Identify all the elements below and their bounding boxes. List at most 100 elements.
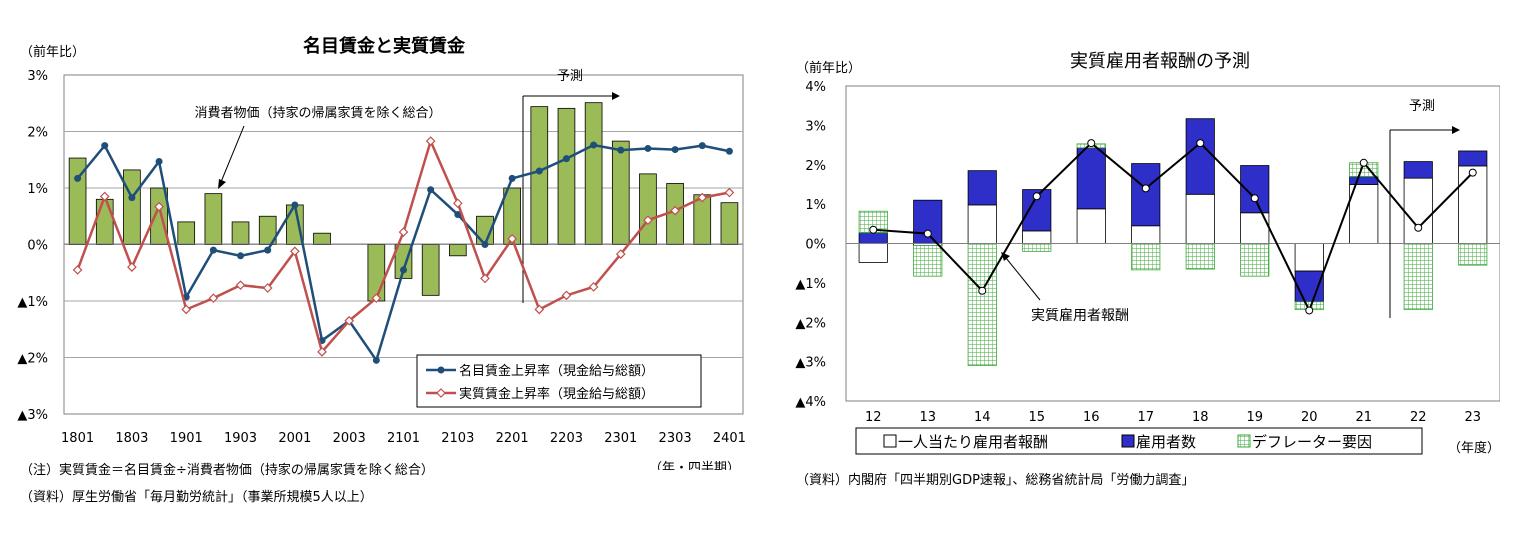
real-wage-point: [398, 227, 409, 237]
real-compensation-point: [869, 225, 878, 234]
nominal-wage-point: [671, 146, 679, 154]
y-unit-label: （前年比）: [20, 44, 85, 60]
nominal-wage-point: [74, 174, 82, 182]
per-capita-bar: [1131, 225, 1161, 244]
left-note: （注）実質賃金＝名目賃金÷消費者物価（持家の帰属家賃を除く総合）: [20, 463, 434, 478]
nominal-wage-point: [481, 241, 489, 248]
x-tick-label: 1803: [115, 431, 148, 446]
legend: 一人当たり雇用者報酬 雇用者数 デフレーター要因: [855, 427, 1423, 455]
y-axis-ticks: 4% 3% 2% 1% 0% ▲1% ▲2% ▲3% ▲4%: [795, 80, 826, 410]
real-compensation-point: [1141, 184, 1150, 193]
real-wage-point: [670, 205, 680, 216]
right-source: （資料）内閣府「四半期別GDP速報」、総務省統計局「労働力調査」: [796, 473, 1195, 488]
forecast-label: 予測: [557, 69, 583, 84]
x-tick-label: 19: [1246, 410, 1263, 425]
left-source: （資料）厚生労働省「毎月勤労統計」（事業所規模5人以上）: [20, 490, 373, 505]
x-tick-label: 16: [1083, 410, 1100, 425]
cpi-bar: [611, 140, 630, 245]
y-tick-label: ▲2%: [17, 352, 48, 367]
cpi-annotation-arrowhead: [218, 179, 226, 189]
x-tick-label: 2001: [278, 431, 311, 446]
real-wage-point: [507, 234, 517, 244]
legend-item-per-capita: 一人当たり雇用者報酬: [883, 433, 1048, 451]
cpi-bars: [68, 102, 739, 302]
x-tick-label: 20: [1301, 410, 1318, 425]
real-compensation-point: [923, 229, 932, 238]
y-tick-label: 3%: [805, 119, 826, 134]
x-tick-label: 2203: [550, 431, 583, 446]
x-tick-label: 15: [1028, 410, 1045, 425]
nominal-wage-point: [698, 142, 706, 150]
x-tick-label: 18: [1192, 410, 1209, 425]
nominal-wage-point: [508, 174, 516, 182]
real-compensation-polyline: [873, 141, 1474, 313]
real-wage-point: [561, 290, 572, 301]
x-tick-label: 14: [974, 410, 991, 425]
nominal-wage-point: [237, 252, 245, 260]
employees-bar: [1403, 161, 1433, 179]
deflator-bar: [1240, 243, 1270, 277]
per-capita-bar: [1349, 184, 1379, 244]
deflator-bar: [1131, 243, 1161, 271]
real-wage-point: [235, 280, 246, 291]
cpi-bar: [421, 244, 440, 296]
nominal-wage-point: [562, 155, 570, 163]
y-tick-label: 0%: [27, 239, 48, 254]
nominal-wage-point: [617, 146, 625, 154]
line-annotation-arrow: [1005, 257, 1041, 301]
x-tick-label: 1801: [61, 431, 94, 446]
cpi-annotation-arrow: [220, 125, 245, 183]
nominal-wage-point: [590, 141, 598, 149]
nominal-wage-point: [264, 246, 272, 254]
y-tick-label: ▲2%: [795, 316, 826, 331]
real-wage-point: [72, 265, 83, 275]
x-tick-label: 21: [1355, 410, 1372, 425]
y-unit-label: （前年比）: [796, 60, 861, 76]
per-capita-bar: [1022, 230, 1052, 244]
cpi-annotation: 消費者物価（持家の帰属家賃を除く総合）: [194, 105, 441, 121]
employees-bar: [1349, 176, 1379, 185]
x-tick-label: 2103: [441, 431, 474, 446]
real-wage-point: [344, 315, 355, 326]
real-wage-point: [425, 136, 436, 146]
employees-bar: [967, 170, 997, 206]
real-wage-point: [724, 187, 735, 198]
employees-bar: [1022, 189, 1052, 232]
cpi-bar: [177, 221, 196, 245]
deflator-bar: [1403, 243, 1433, 311]
real-wage-point: [208, 293, 219, 304]
forecast-marker: 予測: [1389, 99, 1460, 318]
real-wage-point: [127, 262, 137, 272]
x-tick-label: 12: [865, 410, 882, 425]
cpi-bar: [231, 221, 250, 245]
real-compensation-line: [869, 139, 1477, 315]
per-capita-bar: [1294, 243, 1324, 272]
nominal-wage-point: [128, 194, 136, 202]
cpi-bar: [204, 193, 223, 245]
nominal-wage-point: [535, 167, 543, 175]
real-compensation-point: [1250, 194, 1259, 203]
x-tick-label: 1901: [170, 431, 203, 446]
real-compensation-point: [978, 286, 987, 295]
real-compensation-chart: 実質雇用者報酬の予測 （前年比） （年度） 4% 3% 2% 1% 0% ▲1% ▲2% ▲3…: [795, 51, 1500, 456]
nominal-wage-point: [427, 186, 435, 194]
cpi-bar: [367, 244, 386, 302]
y-axis-ticks: 3% 2% 1% 0% ▲1% ▲2% ▲3%: [17, 69, 48, 423]
nominal-real-wage-chart: 名目賃金と実質賃金 （前年比） （年・四半期） 3% 2% 1% 0% ▲1% ▲2% ▲3…: [17, 35, 746, 470]
real-wage-point: [290, 246, 300, 257]
svg-text:雇用者数: 雇用者数: [1136, 433, 1196, 451]
x-tick-label: 2201: [496, 431, 529, 446]
nominal-wage-point: [155, 157, 163, 165]
y-tick-label: 4%: [805, 80, 826, 95]
real-compensation-point: [1414, 223, 1423, 232]
x-tick-label: 2401: [713, 431, 746, 446]
legend-item-nominal: 名目賃金上昇率（現金給与総額）: [426, 363, 654, 379]
real-wage-point: [181, 304, 192, 315]
x-tick-label: 13: [919, 410, 936, 425]
real-wage-point: [588, 282, 599, 292]
chart-title: 名目賃金と実質賃金: [303, 35, 466, 57]
cpi-bar: [584, 102, 603, 245]
svg-text:名目賃金上昇率（現金給与総額）: 名目賃金上昇率（現金給与総額）: [459, 363, 654, 379]
employees-bar: [1076, 147, 1106, 210]
x-tick-label: 2303: [659, 431, 692, 446]
